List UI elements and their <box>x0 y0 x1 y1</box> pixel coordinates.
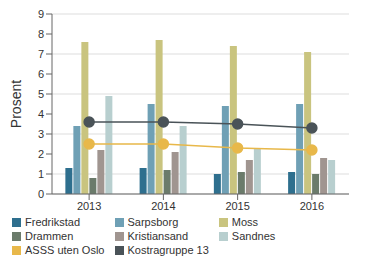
svg-text:6: 6 <box>38 68 44 80</box>
svg-text:4: 4 <box>38 108 44 120</box>
html-text:Moss: Moss <box>231 216 259 228</box>
svg-text:2015: 2015 <box>225 200 249 212</box>
html-text:Sarpsborg: Sarpsborg <box>127 216 179 228</box>
svg-text:2013: 2013 <box>77 200 101 212</box>
svg-text:5: 5 <box>38 88 44 100</box>
svg-text:2: 2 <box>38 148 44 160</box>
svg-text:Prosent: Prosent <box>8 80 24 128</box>
html-text:Fredrikstad: Fredrikstad <box>25 216 80 228</box>
svg-text:0: 0 <box>38 188 44 200</box>
html-text:Kristiansand: Kristiansand <box>127 230 188 242</box>
svg-text:3: 3 <box>38 128 44 140</box>
svg-text:1: 1 <box>38 168 44 180</box>
svg-text:2014: 2014 <box>151 200 175 212</box>
html-text:ASSS uten Oslo: ASSS uten Oslo <box>25 244 105 256</box>
svg-text:8: 8 <box>38 28 44 40</box>
svg-text:9: 9 <box>38 8 44 20</box>
html-text:Drammen: Drammen <box>25 230 74 242</box>
svg-text:7: 7 <box>38 48 44 60</box>
html-text:Sandnes: Sandnes <box>231 230 276 242</box>
html-text:Kostragruppe 13: Kostragruppe 13 <box>127 244 209 256</box>
svg-text:2016: 2016 <box>300 200 324 212</box>
